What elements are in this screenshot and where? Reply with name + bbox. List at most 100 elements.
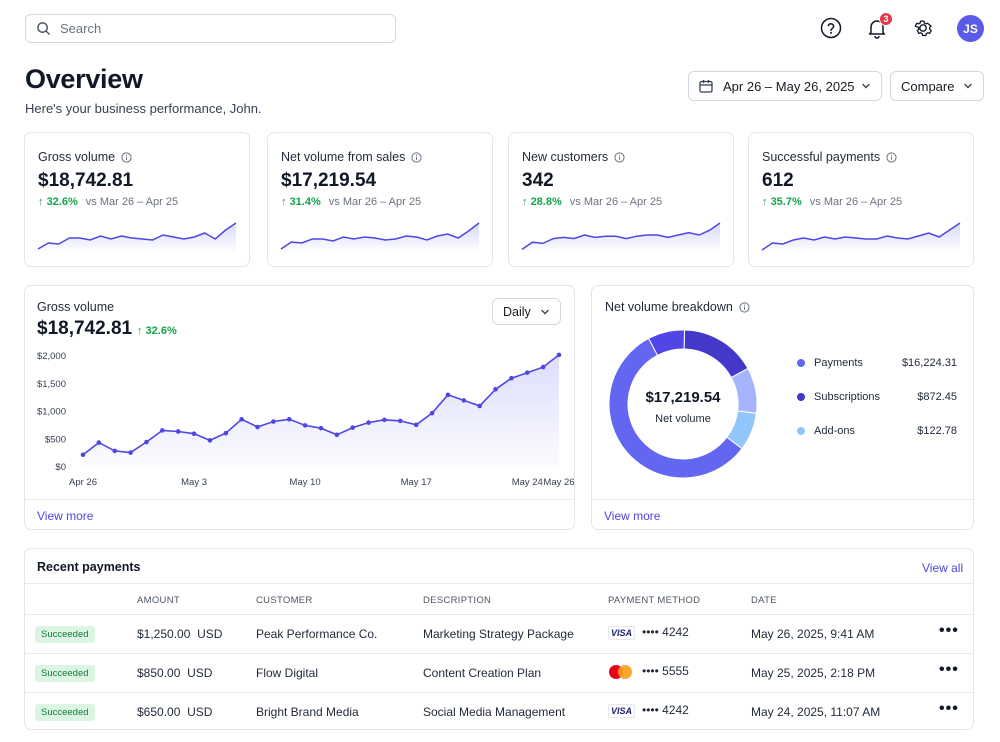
data-point — [255, 424, 260, 430]
column-header-payment-method[interactable]: PAYMENT METHOD — [608, 595, 701, 606]
sparkline-line — [37, 222, 237, 250]
data-point — [223, 430, 229, 436]
page-title: Overview — [25, 64, 143, 94]
data-point — [318, 425, 324, 431]
legend-item: Subscriptions $872.45 — [797, 391, 957, 403]
kpi-delta: ↑ 32.6% vs Mar 26 – Apr 25 — [38, 196, 178, 208]
row-actions-menu[interactable]: ••• — [939, 622, 959, 639]
legend-name: Add-ons — [814, 425, 855, 437]
x-tick-label: May 10 — [290, 477, 321, 488]
donut-center-value: $17,219.54 — [645, 389, 721, 406]
data-point — [334, 432, 340, 438]
kpi-card[interactable]: Net volume from sales $17,219.54 ↑ 31.4% vs… — [267, 132, 493, 267]
payment-amount: $1,250.00 USD — [137, 627, 223, 641]
payment-amount: $850.00 USD — [137, 666, 213, 680]
column-header-date[interactable]: DATE — [751, 595, 777, 606]
search-input[interactable] — [60, 21, 360, 36]
breakdown-view-more-link[interactable]: View more — [604, 509, 661, 523]
interval-dropdown[interactable]: Daily — [492, 298, 561, 325]
donut-segment — [647, 329, 685, 356]
status-badge: Succeeded — [35, 626, 95, 643]
data-point — [286, 416, 292, 422]
data-point — [128, 450, 133, 455]
payment-customer: Peak Performance Co. — [256, 627, 378, 641]
panel-divider — [592, 499, 973, 500]
info-icon[interactable] — [411, 151, 422, 163]
y-tick-label: $1,500 — [37, 379, 66, 390]
payment-method: VISA •••• 4242 — [608, 625, 689, 640]
data-point — [509, 375, 514, 381]
card-last4: •••• 4242 — [642, 625, 689, 639]
sparkline-line — [280, 222, 480, 250]
chevron-down-icon — [862, 83, 870, 89]
table-row[interactable]: Succeeded $850.00 USD Flow Digital Content … — [25, 654, 973, 692]
donut-center-label: Net volume — [655, 413, 711, 425]
data-point — [112, 448, 118, 454]
date-range-picker[interactable]: Apr 26 – May 26, 2025 — [688, 71, 882, 101]
gear-icon — [914, 20, 932, 37]
data-point — [302, 423, 308, 428]
column-header-customer[interactable]: CUSTOMER — [256, 595, 313, 606]
notifications-button[interactable]: 3 — [865, 12, 893, 40]
sparkline-chart — [280, 222, 480, 253]
info-icon[interactable] — [121, 151, 132, 163]
search-bar[interactable] — [25, 14, 396, 43]
user-avatar[interactable]: JS — [957, 15, 984, 42]
kpi-card[interactable]: Successful payments 612 ↑ 35.7% vs Mar 26 –… — [748, 132, 974, 267]
legend-dot — [797, 393, 805, 401]
kpi-value: 612 — [762, 170, 794, 191]
table-row[interactable]: Succeeded $650.00 USD Bright Brand Media So… — [25, 693, 973, 731]
row-divider — [25, 692, 973, 693]
payment-customer: Bright Brand Media — [256, 705, 359, 719]
card-last4: •••• 4242 — [642, 703, 689, 717]
search-icon — [37, 22, 50, 35]
legend-item: Payments $16,224.31 — [797, 357, 957, 369]
x-tick-label: Apr 26 — [69, 477, 97, 488]
compare-dropdown[interactable]: Compare — [890, 71, 984, 101]
legend-item: Add-ons $122.78 — [797, 425, 957, 437]
column-header-amount[interactable]: AMOUNT — [137, 595, 180, 606]
view-all-link[interactable]: View all — [922, 561, 964, 575]
kpi-value: $17,219.54 — [281, 170, 377, 191]
recent-payments-panel: Recent payments View all AMOUNT CUSTOMER… — [24, 548, 974, 730]
data-point — [96, 440, 102, 445]
kpi-label: Net volume from sales — [281, 150, 422, 164]
sparkline-chart — [37, 222, 237, 253]
x-tick-label: May 3 — [181, 477, 207, 488]
row-divider — [25, 653, 973, 654]
kpi-card[interactable]: Gross volume $18,742.81 ↑ 32.6% vs Mar 26 –… — [24, 132, 250, 267]
gross-view-more-link[interactable]: View more — [37, 509, 94, 523]
settings-button[interactable] — [911, 16, 935, 40]
chevron-down-icon — [541, 309, 549, 314]
data-point — [191, 431, 197, 436]
kpi-delta: ↑ 28.8% vs Mar 26 – Apr 25 — [522, 196, 662, 208]
data-point — [477, 403, 482, 409]
payment-customer: Flow Digital — [256, 666, 319, 680]
status-badge: Succeeded — [35, 665, 95, 682]
data-point — [556, 352, 562, 358]
column-header-description[interactable]: DESCRIPTION — [423, 595, 492, 606]
kpi-period: vs Mar 26 – Apr 25 — [85, 196, 179, 208]
kpi-delta: ↑ 31.4% vs Mar 26 – Apr 25 — [281, 196, 421, 208]
data-point — [207, 438, 213, 443]
kpi-delta-value: ↑ 35.7% — [762, 196, 802, 208]
kpi-card[interactable]: New customers 342 ↑ 28.8% vs Mar 26 – Apr 2… — [508, 132, 734, 267]
payment-date: May 26, 2025, 9:41 AM — [751, 627, 875, 641]
data-point — [175, 429, 181, 434]
chevron-down-icon — [964, 83, 972, 89]
row-actions-menu[interactable]: ••• — [939, 661, 959, 678]
legend-value: $16,224.31 — [901, 357, 957, 369]
calendar-icon — [699, 80, 713, 93]
table-divider — [25, 583, 973, 584]
page-subtitle: Here's your business performance, John. — [25, 101, 262, 116]
help-icon[interactable] — [819, 16, 843, 40]
info-icon[interactable] — [739, 301, 750, 313]
payment-date: May 25, 2025, 2:18 PM — [751, 666, 876, 680]
info-icon[interactable] — [886, 151, 897, 163]
table-row[interactable]: Succeeded $1,250.00 USD Peak Performance C… — [25, 615, 973, 653]
row-actions-menu[interactable]: ••• — [939, 700, 959, 717]
notification-badge: 3 — [879, 12, 893, 26]
info-icon[interactable] — [614, 151, 625, 163]
data-point — [160, 428, 165, 433]
mastercard-icon — [608, 664, 635, 680]
